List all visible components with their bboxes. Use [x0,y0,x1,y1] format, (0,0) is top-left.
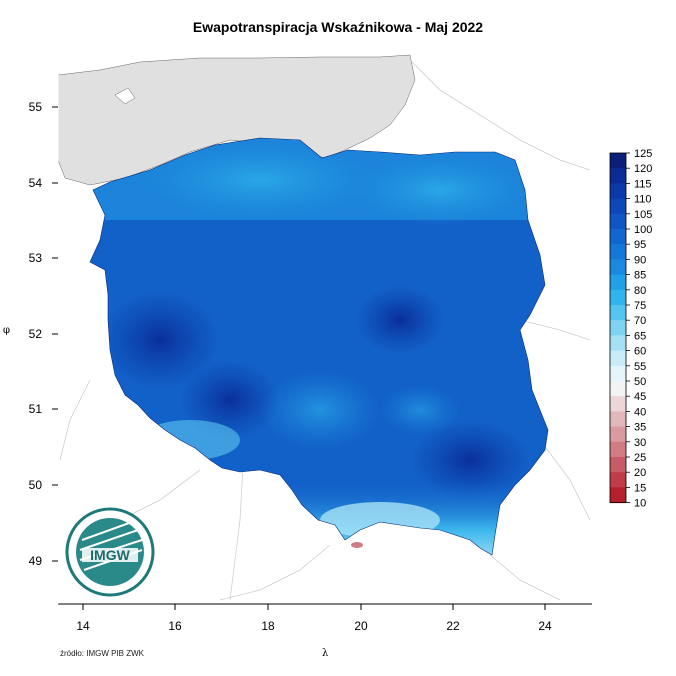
y-tick-label: 50 [29,478,43,492]
legend-label: 105 [634,209,652,221]
legend-label: 60 [634,346,646,358]
legend-swatch [610,213,626,230]
legend-label: 90 [634,254,646,266]
legend-swatch [610,289,626,306]
legend-label: 80 [634,285,646,297]
legend-label: 70 [634,315,646,327]
legend-label: 65 [634,330,646,342]
legend-label: 95 [634,239,646,251]
legend-label: 45 [634,391,646,403]
legend-label: 50 [634,376,646,388]
legend-swatch [610,487,626,504]
source-note: źródło: IMGW PIB ZWK [60,649,145,658]
legend-swatch [610,198,626,215]
legend-swatch [610,259,626,276]
x-tick-label: 24 [538,619,552,633]
legend-swatch [610,426,626,443]
legend-swatch [610,320,626,336]
x-tick-label: 20 [354,619,368,633]
y-tick-label: 51 [29,402,43,416]
legend-frame [609,152,627,504]
y-axis-label: φ [3,325,11,336]
island [114,87,136,105]
y-tick-label: 49 [29,554,43,568]
legend-label: 30 [634,437,646,449]
legend-swatch [610,411,626,428]
map-title: Ewapotranspiracja Wskaźnikowa - Maj 2022 [192,19,484,35]
legend-label: 40 [634,406,646,418]
legend-swatch [610,335,626,352]
legend-label: 120 [634,163,652,175]
y-tick-label: 52 [29,327,43,341]
legend-swatch [610,183,626,200]
legend-swatch [610,168,626,184]
legend-swatch [610,381,626,397]
legend-label: 35 [634,422,646,434]
legend-label: 125 [634,148,652,160]
legend-label: 20 [634,467,646,479]
legend-swatch [610,153,626,169]
logo-text: IMGW [90,547,130,563]
legend-swatch [610,396,626,412]
legend-label: 85 [634,270,646,282]
color-legend: 125 120 115 110 105 100 95 90 85 80 75 70 65 60 55 50 45… [609,148,652,510]
x-tick-label: 22 [446,619,460,633]
legend-label: 75 [634,300,646,312]
legend-label: 25 [634,452,646,464]
legend-label: 55 [634,361,646,373]
y-tick-label: 54 [29,176,43,190]
legend-swatch [610,365,626,382]
y-axis-ticks: 55 54 53 52 51 50 49 [29,100,58,568]
legend-swatch [610,305,626,321]
y-tick-label: 55 [29,100,43,114]
y-tick-label: 53 [29,251,43,265]
x-axis-ticks: 14 16 18 20 22 24 [76,604,552,633]
legend-label: 115 [634,178,652,190]
x-tick-label: 18 [261,619,275,633]
legend-swatch [610,457,626,473]
legend-label: 110 [634,194,652,206]
imgw-logo: IMGW [65,507,155,597]
x-axis-label: λ [322,648,329,659]
legend-swatch [610,244,626,260]
legend-swatch [610,350,626,367]
low-value-patch [351,542,363,548]
legend-label: 10 [634,498,646,510]
legend-swatch [610,441,626,458]
legend-swatch [610,274,626,291]
legend-label: 15 [634,482,646,494]
x-tick-label: 16 [168,619,182,633]
x-tick-label: 14 [76,619,90,633]
legend-swatch [610,229,626,245]
legend-swatch [610,472,626,488]
legend-label: 100 [634,224,652,236]
